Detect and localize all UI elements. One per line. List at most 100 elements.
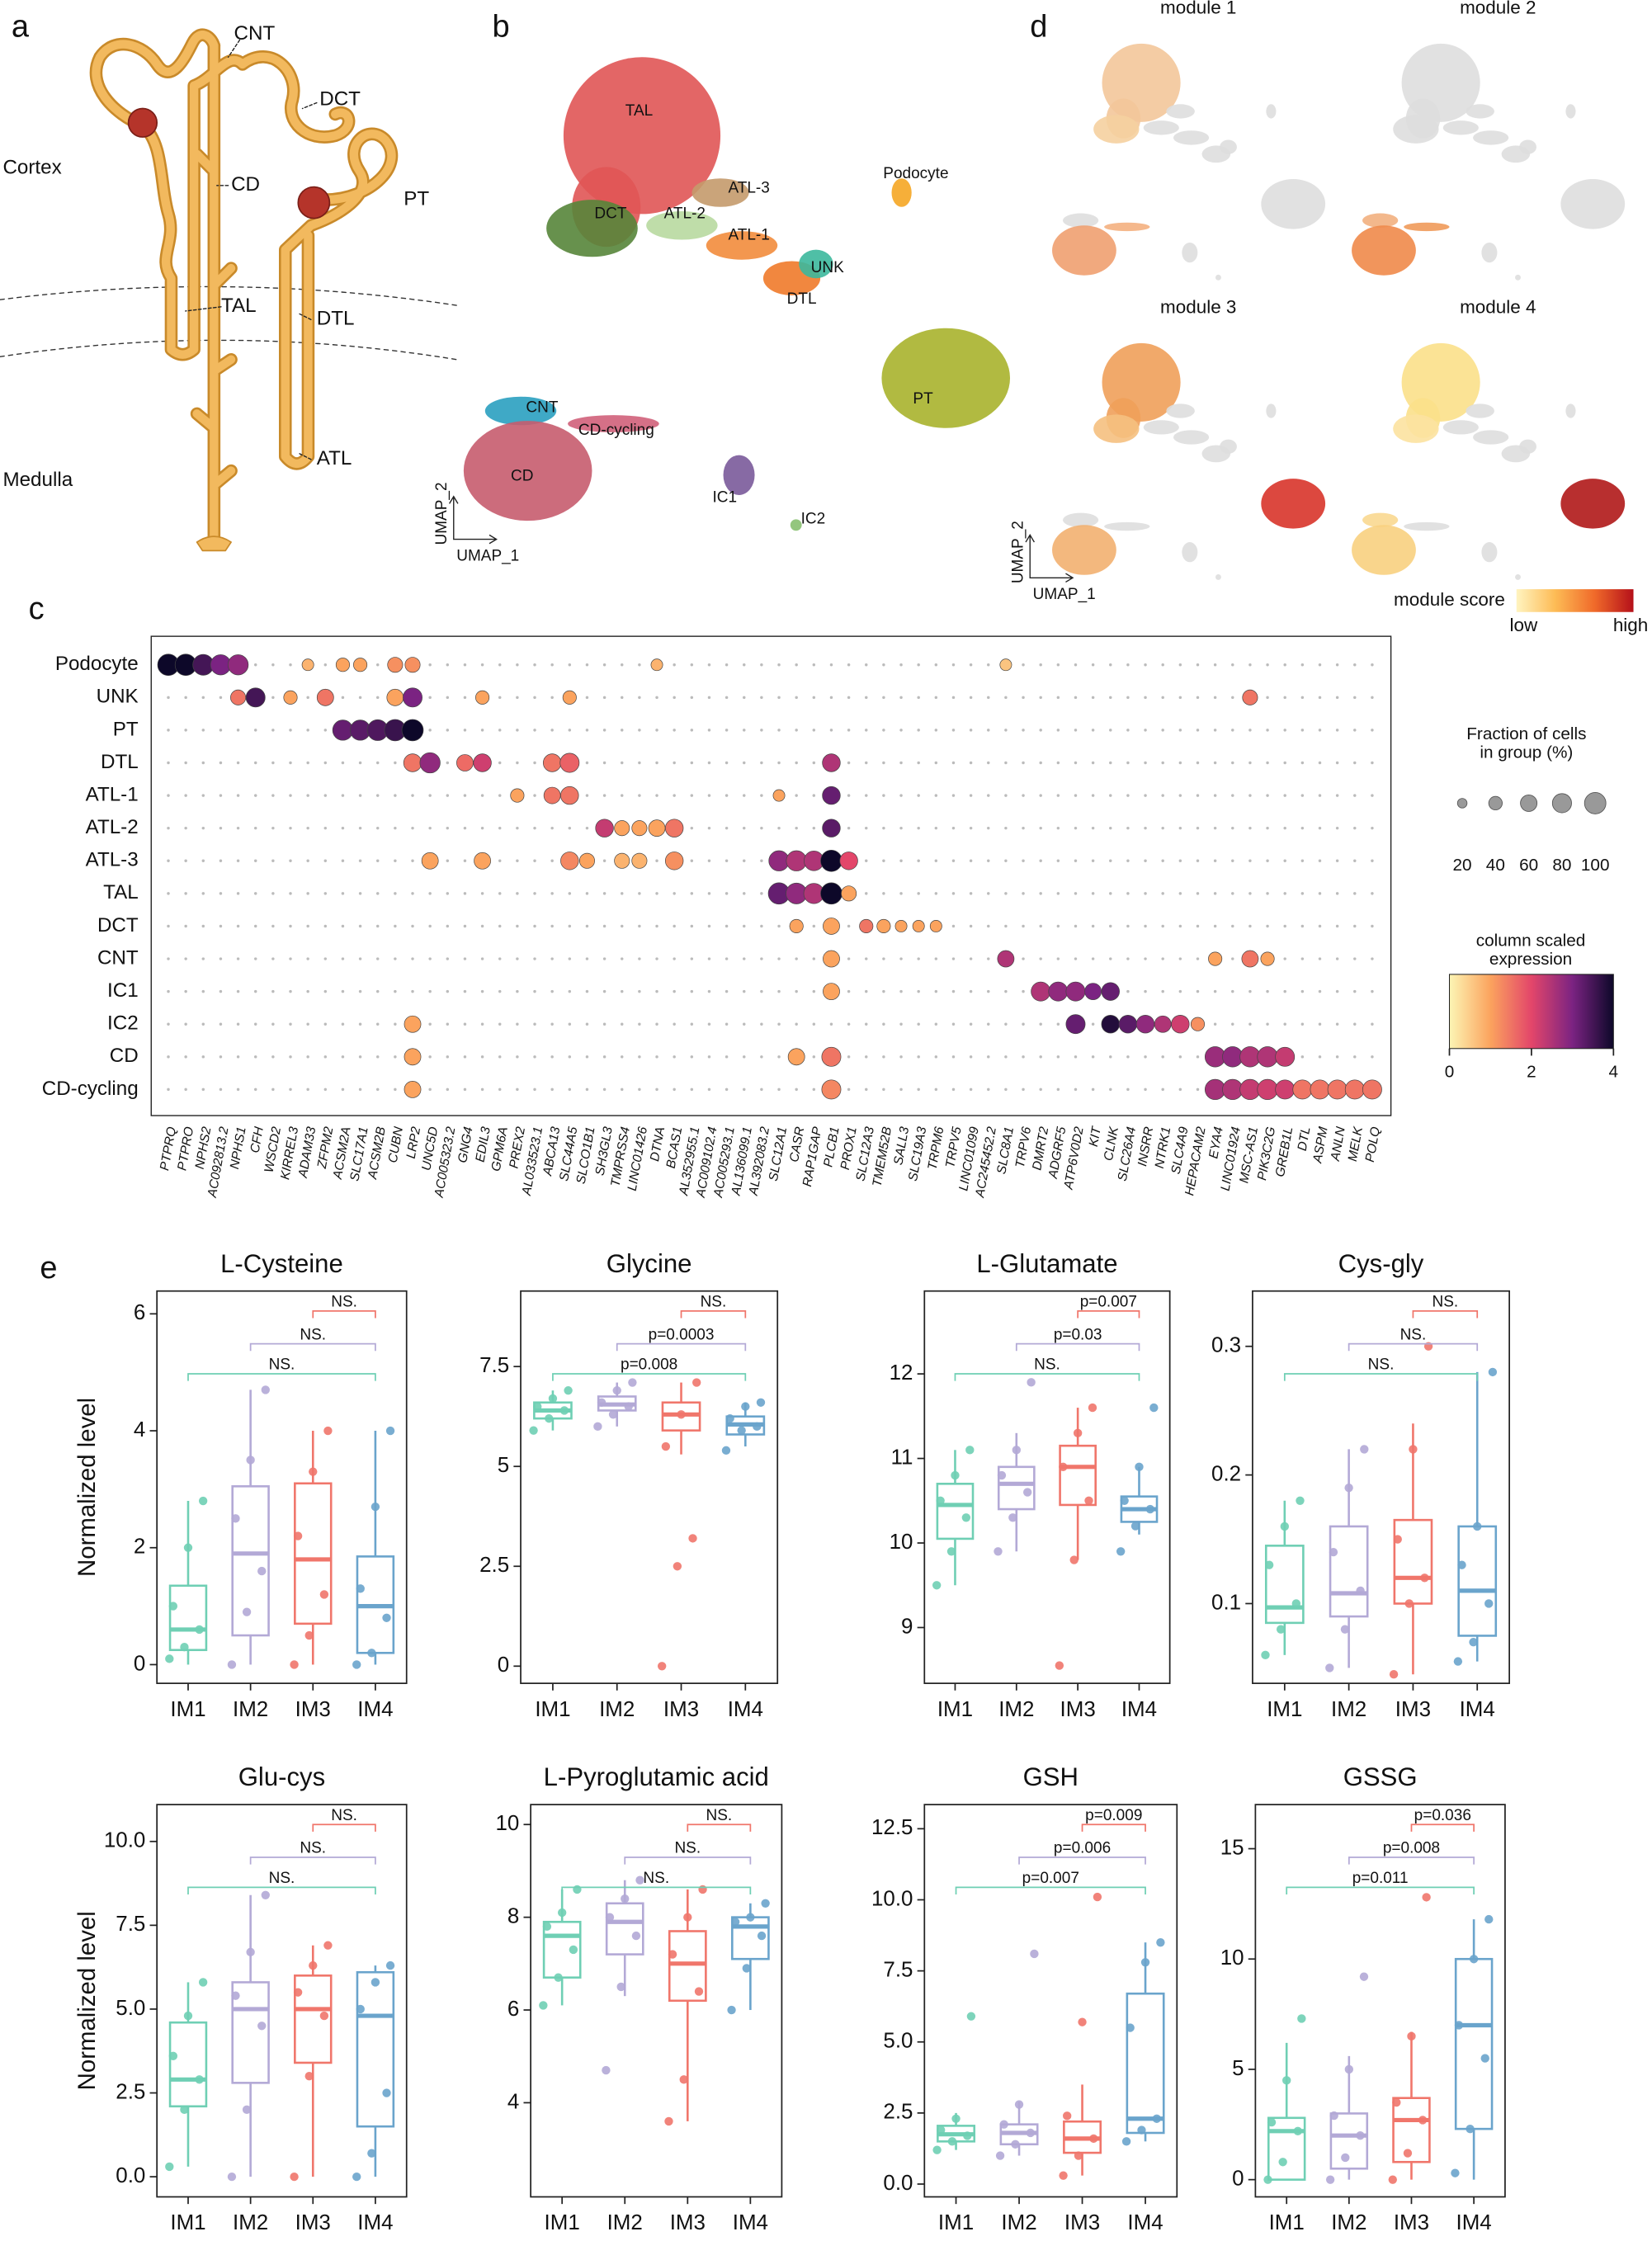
background-dot <box>725 924 729 928</box>
point <box>1296 1496 1305 1505</box>
dot <box>821 1079 842 1100</box>
point <box>1453 1657 1463 1666</box>
y-axis-label: Normalized level <box>73 1398 101 1577</box>
significance-label: p=0.0003 <box>649 1326 715 1343</box>
background-dot <box>533 696 536 700</box>
dot <box>560 786 579 805</box>
background-dot <box>219 761 223 765</box>
background-dot <box>568 1087 572 1092</box>
panel-label: d <box>1030 10 1047 45</box>
background-dot <box>1074 794 1078 797</box>
dot <box>1208 951 1223 966</box>
significance-label: NS. <box>1400 1326 1427 1343</box>
x-tick-label: IM4 <box>357 1698 393 1721</box>
background-dot <box>1248 729 1252 732</box>
background-dot <box>1126 892 1130 895</box>
background-dot <box>184 924 187 928</box>
point <box>319 1590 329 1599</box>
background-dot <box>1074 859 1078 862</box>
gene-label: CFH <box>248 1125 267 1154</box>
background-dot <box>847 989 851 993</box>
background-dot <box>1266 729 1269 732</box>
background-dot <box>1091 761 1095 765</box>
background-dot <box>394 859 397 862</box>
background-dot <box>1266 989 1269 993</box>
background-dot <box>1074 957 1078 960</box>
background-dot <box>602 696 607 700</box>
background-dot <box>1353 989 1357 993</box>
background-dot <box>428 957 432 960</box>
background-dot <box>480 1022 484 1026</box>
background-dot <box>1056 663 1060 667</box>
background-dot <box>1335 826 1339 830</box>
background-dot <box>550 1055 554 1059</box>
row-label: IC1 <box>107 979 139 1002</box>
background-dot <box>1318 1055 1322 1059</box>
background-dot <box>1056 794 1060 797</box>
dot <box>1242 689 1258 705</box>
background-dot <box>917 729 920 732</box>
background-dot <box>882 859 885 862</box>
axis-arrow <box>1025 534 1074 583</box>
background-dot <box>498 1022 502 1026</box>
background-dot <box>289 794 292 797</box>
background-dot <box>1161 794 1164 797</box>
background-dot <box>1039 1022 1042 1026</box>
row-label: PT <box>113 718 139 740</box>
background-dot <box>1335 729 1339 732</box>
background-dot <box>1371 729 1374 732</box>
point <box>668 1950 677 1959</box>
dot <box>543 786 561 804</box>
background-dot <box>323 761 328 765</box>
background-dot <box>1144 892 1147 895</box>
point <box>994 1547 1003 1556</box>
background-dot <box>899 826 903 830</box>
background-dot <box>1266 696 1269 700</box>
background-dot <box>219 1022 223 1026</box>
background-dot <box>899 1022 903 1026</box>
background-dot <box>306 761 309 765</box>
significance-label: NS. <box>1432 1294 1458 1311</box>
significance-bracket <box>1015 1342 1140 1352</box>
colorbar-title: module score <box>1394 589 1505 610</box>
background-dot <box>1144 957 1147 960</box>
y-tick-label: 10 <box>1220 1946 1244 1970</box>
row-label: Podocyte <box>55 653 139 675</box>
cluster-region <box>1104 222 1150 232</box>
background-dot <box>1144 859 1147 862</box>
background-dot <box>865 729 868 732</box>
background-dot <box>201 696 205 700</box>
background-dot <box>428 826 432 830</box>
background-dot <box>1318 696 1322 700</box>
background-dot <box>690 761 694 765</box>
background-dot <box>899 989 903 993</box>
background-dot <box>707 663 711 667</box>
point <box>1420 1573 1429 1583</box>
background-dot <box>516 957 519 960</box>
background-dot <box>655 892 658 895</box>
cluster-region <box>706 231 778 260</box>
background-dot <box>987 957 990 960</box>
point <box>936 1496 945 1505</box>
background-dot <box>411 826 414 830</box>
background-dot <box>969 1055 973 1059</box>
background-dot <box>865 859 868 862</box>
point <box>195 1625 204 1635</box>
background-dot <box>1353 892 1357 895</box>
significance-label: p=0.008 <box>621 1356 677 1374</box>
point <box>657 1662 667 1671</box>
significance-bracket <box>312 1310 376 1319</box>
background-dot <box>585 1022 589 1026</box>
background-dot <box>1178 761 1182 765</box>
chart-title: Glycine <box>607 1249 692 1278</box>
background-dot <box>1231 761 1234 765</box>
glomerulus <box>297 186 331 219</box>
background-dot <box>253 1055 257 1059</box>
point <box>1027 1378 1036 1387</box>
background-dot <box>253 1022 257 1026</box>
background-dot <box>917 663 920 667</box>
background-dot <box>184 1022 187 1026</box>
background-dot <box>498 696 502 700</box>
background-dot <box>1022 892 1025 895</box>
background-dot <box>899 663 903 667</box>
